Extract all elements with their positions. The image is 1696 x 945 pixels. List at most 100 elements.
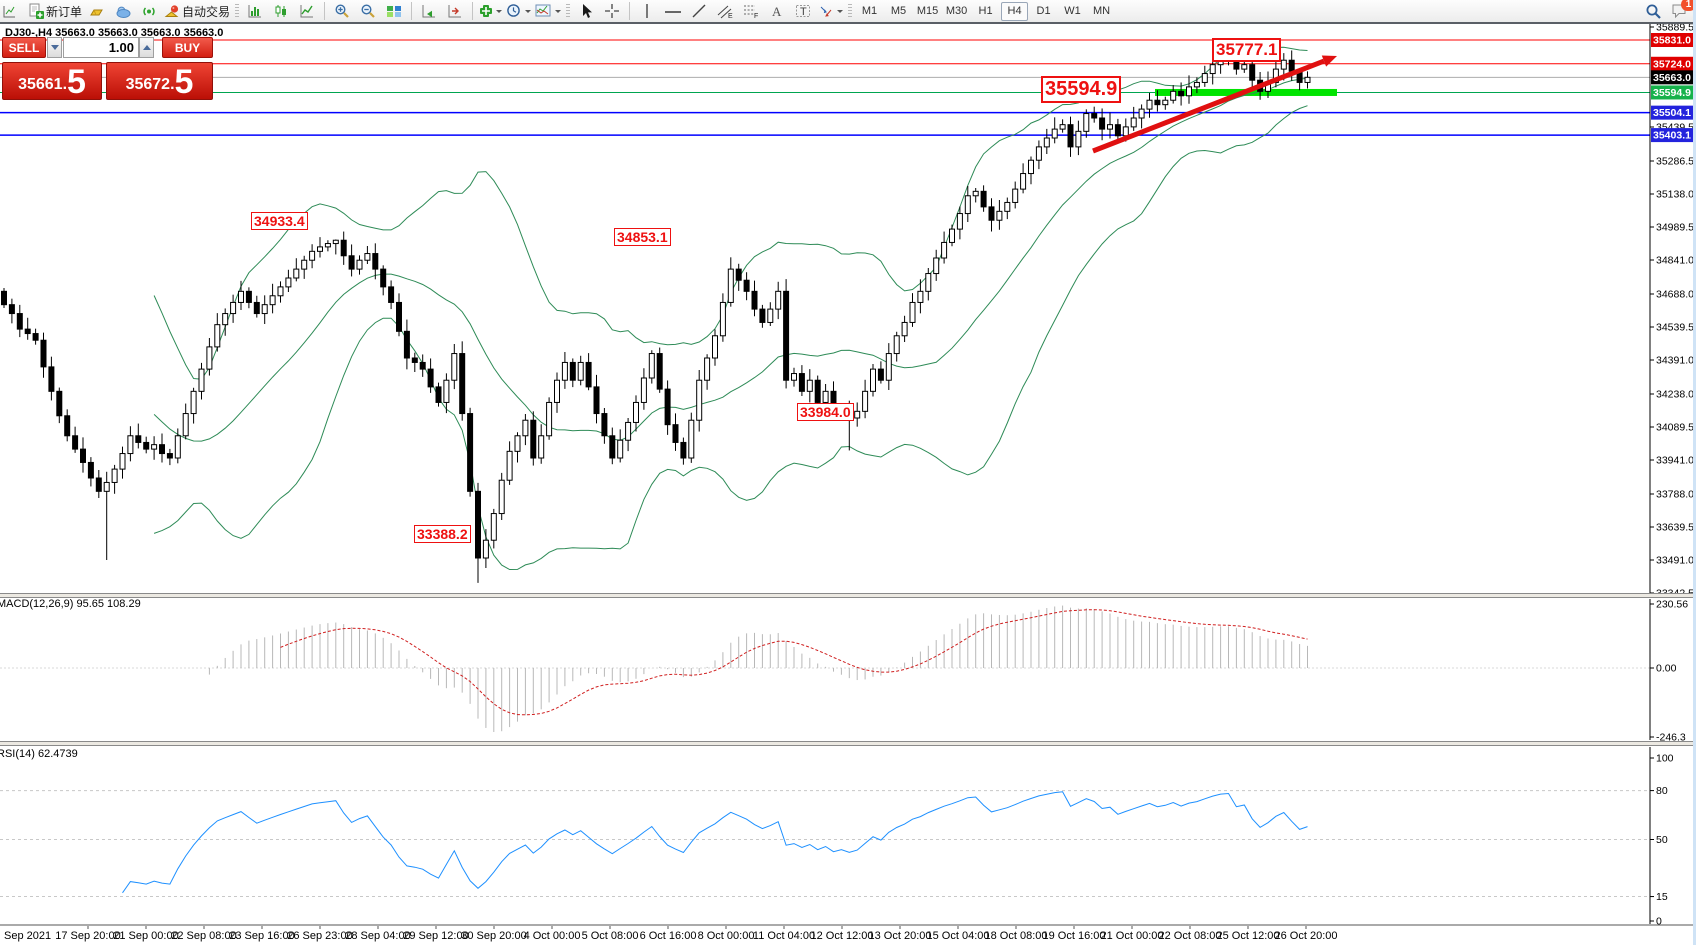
one-click-trading-panel: SELL BUY 35661.5 35672.5 [2, 37, 213, 100]
timeframe-d1[interactable]: D1 [1036, 4, 1051, 17]
timeframe-m1[interactable]: M1 [861, 4, 878, 17]
svg-text:17 Sep 20:00: 17 Sep 20:00 [55, 930, 120, 942]
timeframe-m5[interactable]: M5 [890, 4, 907, 17]
svg-text:22 Sep 08:00: 22 Sep 08:00 [171, 930, 236, 942]
zoom-out-icon [361, 4, 375, 18]
svg-text:18 Oct 08:00: 18 Oct 08:00 [985, 930, 1048, 942]
volume-increase-button[interactable] [139, 37, 154, 58]
arrows-tool-button[interactable] [816, 1, 845, 21]
new-order-button[interactable]: 新订单 [26, 1, 84, 21]
new-order-icon [29, 3, 44, 19]
timeframe-h1[interactable]: H1 [978, 4, 993, 17]
cursor-icon [582, 4, 592, 18]
algo-trading-button[interactable]: 自动交易 [162, 1, 232, 21]
toolbar-drag-handle[interactable] [848, 4, 853, 18]
svg-text:34688.0: 34688.0 [1656, 289, 1694, 301]
svg-text:6 Oct 16:00: 6 Oct 16:00 [640, 930, 697, 942]
svg-text:33491.0: 33491.0 [1656, 555, 1694, 567]
spin-up-icon [142, 41, 151, 50]
toolbar-drag-handle[interactable] [566, 4, 571, 18]
buy-price[interactable]: 35672. 5 [106, 62, 213, 100]
toolbar-separator [411, 2, 413, 20]
clock-icon [507, 4, 520, 17]
svg-text:22 Oct 08:00: 22 Oct 08:00 [1159, 930, 1222, 942]
zoom-in-button[interactable] [329, 1, 355, 21]
volume-decrease-button[interactable] [47, 37, 62, 58]
buy-button[interactable]: BUY [162, 37, 213, 58]
equidistant-channel-tool-button[interactable]: E [712, 1, 738, 21]
search-icon [1646, 4, 1661, 19]
algo-trading-icon [164, 4, 179, 17]
market-watch-button[interactable] [84, 1, 110, 21]
notifications-button[interactable]: 1 [1666, 0, 1696, 21]
chart-shift-icon [448, 4, 462, 17]
period-clock-button[interactable] [504, 1, 533, 21]
pane-splitter[interactable] [0, 593, 1696, 598]
timeframe-m30[interactable]: M30 [945, 4, 968, 17]
timeframe-h4[interactable]: H4 [1001, 1, 1029, 21]
toolbar-separator [472, 2, 474, 20]
crosshair-tool-button[interactable] [599, 1, 625, 21]
toolbar-drag-handle[interactable] [235, 4, 240, 18]
volume-input[interactable] [63, 37, 139, 58]
timeframe-m15[interactable]: M15 [916, 4, 939, 17]
svg-text:0: 0 [1656, 916, 1662, 928]
sell-price[interactable]: 35661. 5 [2, 62, 102, 100]
horizontal-line-icon [665, 10, 682, 13]
gold-bar-icon [90, 9, 103, 15]
trendline-tool-button[interactable] [686, 1, 712, 21]
axis-badge-35504.1 [1651, 105, 1696, 120]
symbol-search-button[interactable] [1640, 1, 1666, 21]
signals-button[interactable] [136, 1, 162, 21]
dropdown-caret [525, 9, 532, 16]
svg-text:21 Sep 00:00: 21 Sep 00:00 [113, 930, 178, 942]
main-toolbar: 新订单 自动交易 [0, 0, 1696, 24]
text-label-icon: T [795, 5, 810, 18]
svg-text:34989.5: 34989.5 [1656, 222, 1694, 234]
tile-windows-button[interactable] [381, 1, 407, 21]
new-order-label: 新订单 [46, 4, 83, 19]
vertical-line-icon [646, 4, 648, 18]
svg-text:33788.0: 33788.0 [1656, 489, 1694, 501]
svg-text:13 Oct 20:00: 13 Oct 20:00 [869, 930, 932, 942]
svg-text:50: 50 [1656, 834, 1668, 846]
chart-template-button[interactable] [533, 1, 563, 21]
svg-text:80: 80 [1656, 785, 1668, 797]
auto-scroll-button[interactable] [416, 1, 442, 21]
cursor-tool-button[interactable] [573, 1, 599, 21]
text-tool-button[interactable]: A [764, 1, 790, 21]
buy-price-main: 35672 [125, 76, 171, 93]
sell-button[interactable]: SELL [2, 37, 46, 58]
svg-text:28 Sep 04:00: 28 Sep 04:00 [345, 930, 410, 942]
svg-text:21 Oct 00:00: 21 Oct 00:00 [1101, 930, 1164, 942]
svg-text:34539.5: 34539.5 [1656, 322, 1694, 334]
clipped-chart-icon[interactable] [0, 1, 26, 21]
zoom-out-button[interactable] [355, 1, 381, 21]
pane-splitter[interactable] [0, 741, 1696, 746]
svg-text:34238.0: 34238.0 [1656, 389, 1694, 401]
price-axis: 35889.535439.535286.535138.034989.534841… [0, 22, 1696, 926]
svg-text:34841.0: 34841.0 [1656, 255, 1694, 267]
line-chart-button[interactable] [294, 1, 320, 21]
text-label-tool-button[interactable]: T [790, 1, 816, 21]
template-icon [535, 4, 551, 17]
svg-text:100: 100 [1656, 753, 1674, 765]
market-button[interactable] [110, 1, 136, 21]
horizontal-line-tool-button[interactable] [660, 1, 686, 21]
timeframe-w1[interactable]: W1 [1064, 4, 1081, 17]
fibonacci-icon: F [744, 5, 758, 19]
svg-text:35286.5: 35286.5 [1656, 156, 1694, 168]
add-indicator-icon [480, 5, 493, 17]
dropdown-caret [496, 9, 503, 16]
timeframe-mn[interactable]: MN [1092, 4, 1111, 17]
candlestick-chart-button[interactable] [268, 1, 294, 21]
crosshair-icon [605, 4, 620, 18]
fibonacci-tool-button[interactable]: F [738, 1, 764, 21]
add-indicator-button[interactable] [477, 1, 504, 21]
vertical-line-tool-button[interactable] [634, 1, 660, 21]
chart-shift-button[interactable] [442, 1, 468, 21]
bar-chart-button[interactable] [242, 1, 268, 21]
